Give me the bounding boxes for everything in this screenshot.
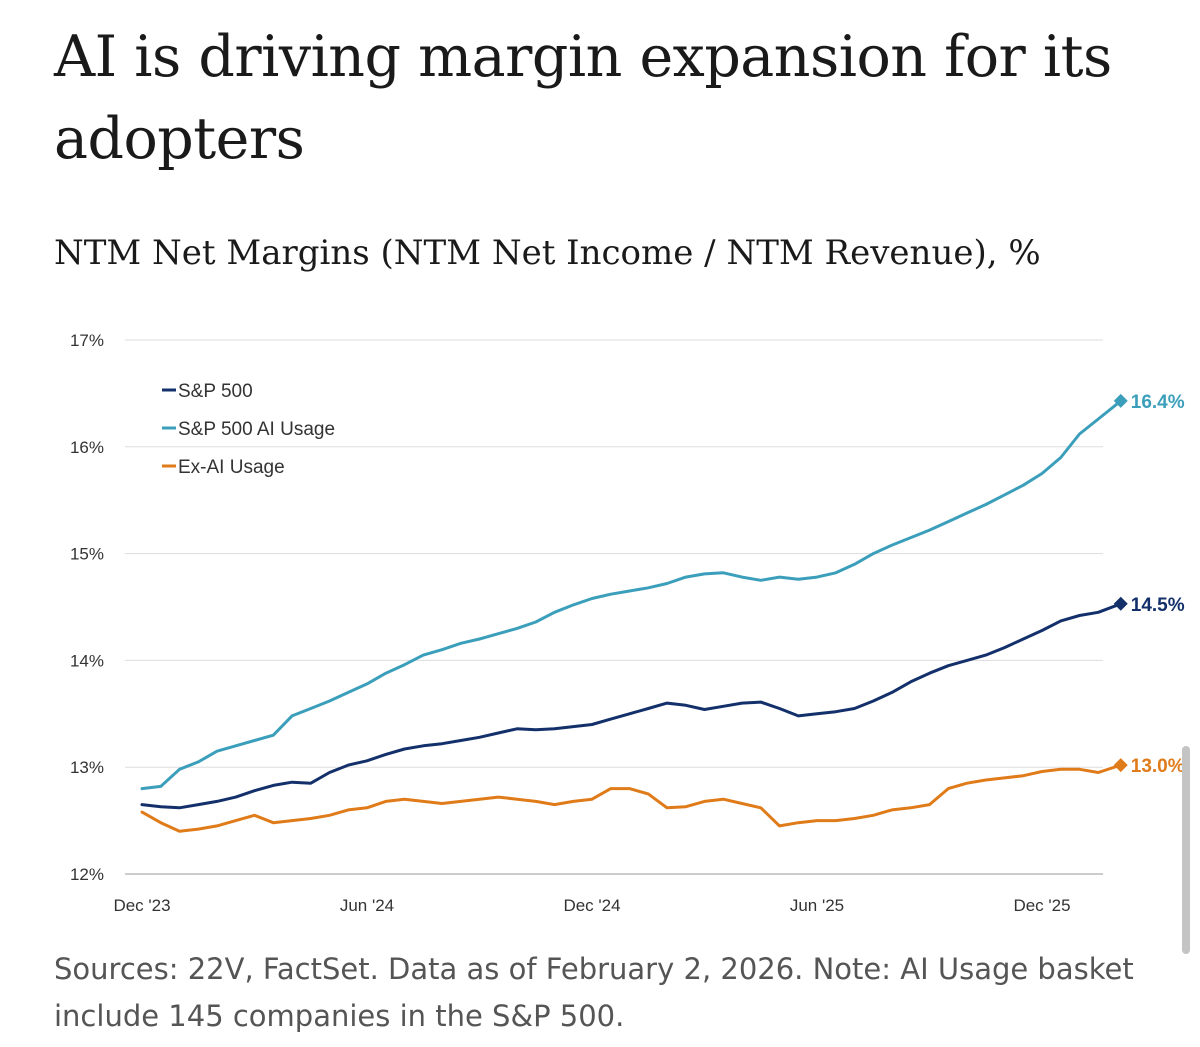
x-tick-label: Dec '24: [563, 896, 620, 915]
end-marker-s-p-500-ai-usage: [1113, 393, 1128, 408]
legend-label-s-p-500-ai-usage: S&P 500 AI Usage: [178, 419, 335, 440]
end-label-s-p-500-ai-usage: 16.4%: [1131, 392, 1185, 413]
legend-label-s-p-500: S&P 500: [178, 381, 253, 402]
scrollbar-thumb[interactable]: [1182, 746, 1190, 954]
series-line-s-p-500: [140, 602, 1123, 810]
end-marker-ex-ai-usage: [1113, 758, 1128, 773]
x-tick-label: Dec '23: [113, 896, 170, 915]
line-chart: 12% 13% 14% 15% 16% 17% Dec '23 Jun '24 Dec '24…: [70, 331, 1185, 915]
end-label-ex-ai-usage: 13.0%: [1131, 756, 1185, 777]
y-tick-label: 13%: [70, 758, 104, 777]
x-tick-label: Dec '25: [1013, 896, 1070, 915]
x-tick-label: Jun '25: [790, 896, 844, 915]
end-label-s-p-500: 14.5%: [1131, 595, 1185, 616]
chart-subtitle: NTM Net Margins (NTM Net Income / NTM Re…: [54, 233, 1041, 273]
gridlines: [125, 339, 1103, 875]
series-lines: [140, 399, 1123, 833]
legend: S&P 500 S&P 500 AI Usage Ex-AI Usage: [162, 381, 335, 478]
end-labels: 14.5% 16.4% 13.0%: [1113, 392, 1185, 777]
x-axis-ticks: Dec '23 Jun '24 Dec '24 Jun '25 Dec '25: [113, 896, 1070, 915]
y-tick-label: 12%: [70, 865, 104, 884]
chart-title: AI is driving margin expansion for its a…: [54, 24, 1112, 172]
y-tick-label: 15%: [70, 545, 104, 564]
y-tick-label: 16%: [70, 438, 104, 457]
series-line-ex-ai-usage: [140, 763, 1123, 833]
series-line-s-p-500-ai-usage: [140, 399, 1123, 791]
legend-label-ex-ai-usage: Ex-AI Usage: [178, 457, 285, 478]
end-marker-s-p-500: [1113, 596, 1128, 611]
y-axis-ticks: 12% 13% 14% 15% 16% 17%: [70, 331, 104, 884]
source-note: Sources: 22V, FactSet. Data as of Februa…: [54, 952, 1134, 1033]
y-tick-label: 14%: [70, 651, 104, 670]
y-tick-label: 17%: [70, 331, 104, 350]
x-tick-label: Jun '24: [340, 896, 394, 915]
